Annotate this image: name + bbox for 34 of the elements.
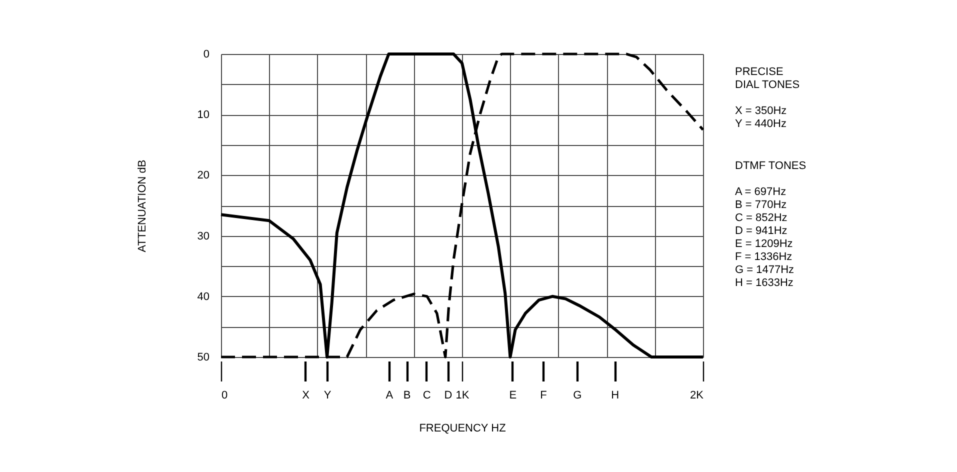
x-tick-label: D (444, 390, 452, 402)
y-tick-label: 10 (197, 109, 210, 122)
text: G = 1477Hz (735, 264, 794, 276)
y-tick-label: 20 (197, 170, 210, 182)
text: E = 1209Hz (735, 238, 793, 250)
y-tick-label: 40 (197, 290, 210, 303)
x-tick-label: F (540, 390, 548, 402)
x-tick-label: X (302, 390, 310, 402)
x-tick-label: H (611, 390, 620, 402)
x-tick-label: E (509, 390, 517, 402)
x-tick-label: 1K (456, 390, 470, 402)
line-series (220, 52, 704, 358)
text: A = 697Hz (735, 186, 786, 198)
y-tick-label: 30 (197, 230, 210, 242)
text: PRECISE DIAL TONES (735, 66, 800, 91)
text: Y = 440Hz (735, 118, 786, 130)
text: B = 770Hz (735, 199, 787, 211)
text: C = 852Hz (735, 212, 788, 224)
text: H = 1633Hz (735, 277, 794, 289)
x-tick-label: A (386, 390, 394, 402)
x-axis-title: FREQUENCY HZ (419, 422, 506, 434)
x-tick-label: Y (324, 390, 332, 402)
y-axis-title: ATTENUATION dB (136, 160, 148, 252)
y-tick-label: 50 (197, 352, 210, 364)
x-tick-label: G (573, 390, 582, 402)
text: F = 1336Hz (735, 251, 792, 263)
text: X = 350Hz (735, 105, 787, 117)
x-tick-label: C (422, 390, 431, 402)
x-tick-label: B (403, 390, 411, 402)
y-tick-label: 0 (203, 48, 210, 60)
x-tick-label: 0 (222, 390, 228, 402)
text: DTMF TONES (735, 160, 806, 172)
text: D = 941Hz (735, 225, 788, 237)
x-tick-label: 2K (690, 390, 704, 402)
